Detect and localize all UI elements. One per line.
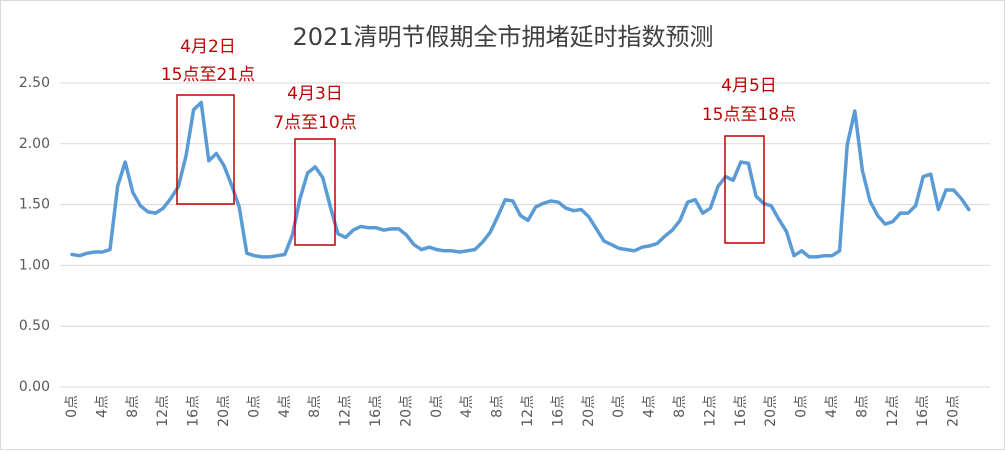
- x-tick-label: 16点: [368, 395, 384, 427]
- y-tick-label: 0.50: [19, 318, 50, 334]
- y-tick-label: 2.50: [19, 75, 50, 91]
- annotation: 4月3日: [287, 84, 343, 104]
- annotation: 15点至18点: [702, 105, 796, 125]
- annotation: 4月5日: [721, 76, 777, 96]
- x-tick-label: 20点: [946, 395, 962, 427]
- x-tick-label: 20点: [581, 395, 597, 427]
- x-tick-label: 4点: [824, 395, 840, 418]
- x-tick-label: 16点: [733, 395, 749, 427]
- x-tick-label: 0点: [246, 395, 262, 418]
- chart-title: 2021清明节假期全市拥堵延时指数预测: [292, 23, 713, 51]
- x-tick-label: 0点: [64, 395, 80, 418]
- x-tick-label: 20点: [398, 395, 414, 427]
- x-tick-label: 16点: [915, 395, 931, 427]
- annotation: 7点至10点: [273, 113, 356, 133]
- y-tick-label: 1.00: [19, 257, 50, 273]
- y-tick-label: 1.50: [19, 197, 50, 213]
- x-tick-label: 8点: [307, 395, 323, 418]
- annotation-box: [294, 138, 336, 246]
- x-tick-label: 12点: [338, 395, 354, 427]
- x-tick-label: 8点: [672, 395, 688, 418]
- x-tick-label: 20点: [216, 395, 232, 427]
- x-tick-label: 4点: [94, 395, 110, 418]
- annotation-box: [176, 94, 235, 205]
- x-tick-label: 8点: [125, 395, 141, 418]
- y-tick-label: 2.00: [19, 136, 50, 152]
- x-tick-label: 12点: [520, 395, 536, 427]
- annotation: 15点至21点: [161, 65, 255, 85]
- x-tick-label: 16点: [550, 395, 566, 427]
- x-tick-label: 8点: [490, 395, 506, 418]
- x-tick-label: 0点: [429, 395, 445, 418]
- x-tick-label: 4点: [642, 395, 658, 418]
- y-tick-label: 0.00: [19, 379, 50, 395]
- x-tick-label: 16点: [186, 395, 202, 427]
- x-tick-label: 12点: [155, 395, 171, 427]
- annotation-box: [724, 135, 765, 244]
- x-tick-label: 0点: [794, 395, 810, 418]
- annotation: 4月2日: [180, 37, 236, 57]
- x-tick-label: 4点: [277, 395, 293, 418]
- x-tick-label: 0点: [611, 395, 627, 418]
- x-tick-label: 20点: [763, 395, 779, 427]
- x-tick-label: 8点: [854, 395, 870, 418]
- x-tick-label: 4点: [459, 395, 475, 418]
- x-tick-label: 12点: [702, 395, 718, 427]
- data-line: [70, 100, 971, 259]
- x-tick-label: 12点: [885, 395, 901, 427]
